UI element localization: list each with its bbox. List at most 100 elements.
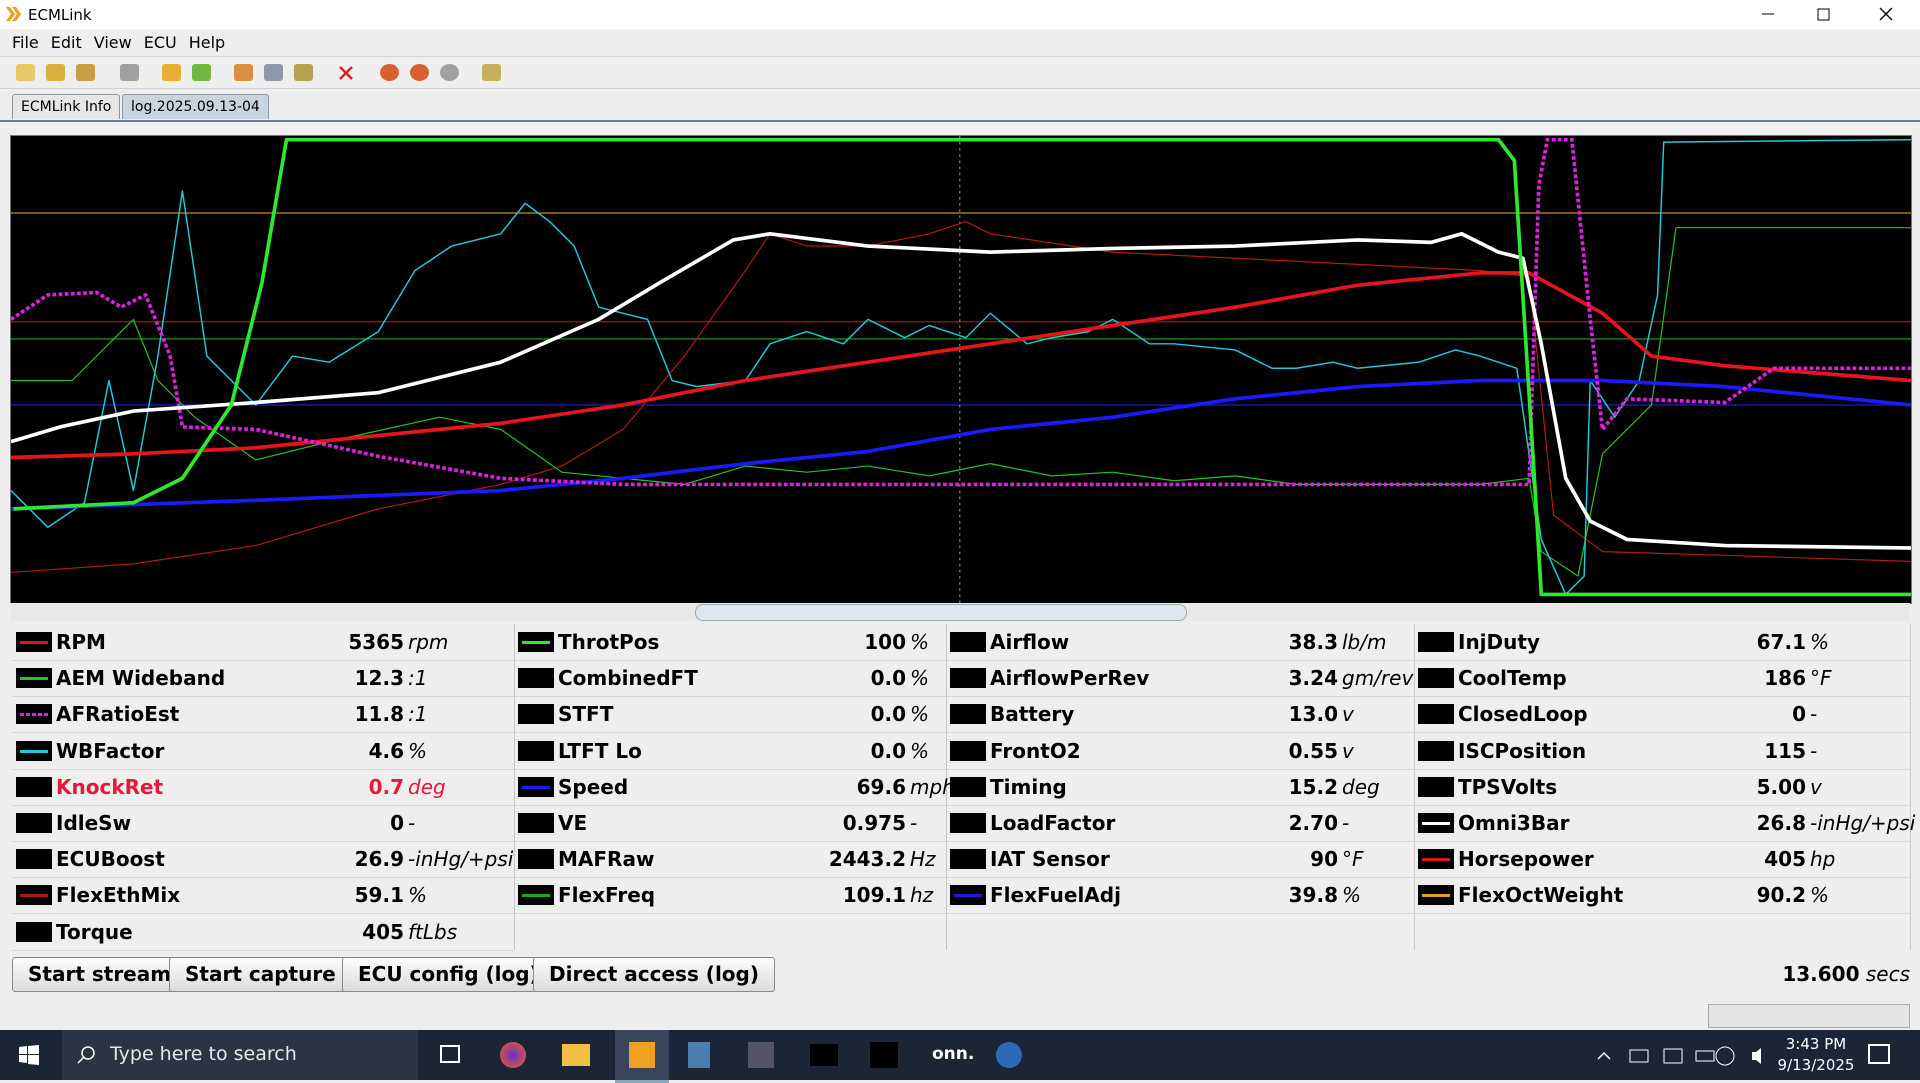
parameter-name: ClosedLoop	[1458, 702, 1588, 727]
trace-swatch	[518, 776, 554, 797]
explorer-icon[interactable]	[562, 1044, 590, 1066]
tab[interactable]: log.2025.09.13-04	[122, 94, 269, 119]
parameter-row: CoolTemp 186 °F	[1414, 660, 1910, 698]
parameter-unit: lb/m	[1342, 630, 1387, 654]
menu-bar: File Edit View ECU Help	[0, 29, 1920, 56]
table-button[interactable]	[264, 64, 283, 81]
parameter-unit: %	[1342, 883, 1362, 908]
parameter-name: FlexEthMix	[56, 883, 181, 908]
button[interactable]: Direct access (log)	[533, 957, 775, 992]
ecmlink-task[interactable]	[615, 1030, 669, 1083]
parameter-unit: -inHg/+psi	[1810, 811, 1916, 835]
zoom-out-button[interactable]	[440, 64, 459, 81]
predator-sense-icon[interactable]	[810, 1044, 838, 1066]
trace-swatch	[950, 740, 986, 761]
trace-swatch	[1418, 776, 1454, 797]
trace-swatch	[518, 740, 554, 761]
trace-swatch	[16, 668, 52, 689]
trace-swatch	[950, 849, 986, 870]
menu-item[interactable]: View	[93, 33, 132, 52]
open-button[interactable]	[16, 64, 35, 81]
progress-scrollbar[interactable]	[1708, 1004, 1910, 1028]
search-box[interactable]: Type here to search	[62, 1030, 418, 1080]
refresh-button[interactable]	[192, 64, 211, 81]
parameter-value: 38.3	[1288, 630, 1338, 654]
scroll-thumb[interactable]	[695, 604, 1187, 621]
parameter-unit: °F	[1342, 847, 1364, 872]
parameter-name: ECUBoost	[56, 847, 165, 872]
parameter-unit: deg	[408, 774, 446, 799]
save-all-button[interactable]	[76, 64, 95, 81]
parameter-value: 39.8	[1288, 883, 1338, 908]
menu-item[interactable]: ECU	[143, 33, 177, 52]
button[interactable]: ECU config (log)	[342, 957, 555, 992]
parameter-name: RPM	[56, 630, 106, 654]
edit-button[interactable]	[234, 64, 253, 81]
parameter-name: Timing	[990, 774, 1067, 799]
parameter-row: IdleSw 0-	[12, 805, 514, 842]
window-controls[interactable]	[1750, 0, 1920, 29]
trace-swatch	[950, 632, 986, 652]
parameter-unit: %	[910, 702, 930, 727]
export-button[interactable]	[162, 64, 181, 81]
taskbar: Type here to search onn. 3:43 PM 9/13/20…	[0, 1030, 1920, 1083]
delete-button[interactable]	[338, 65, 354, 81]
button[interactable]: Start stream	[12, 957, 188, 992]
layout-button[interactable]	[482, 64, 501, 81]
parameter-value: 2443.2	[828, 847, 906, 872]
trace-color	[20, 894, 48, 898]
parameter-value: 90.2	[1756, 883, 1806, 908]
predator-app-icon[interactable]	[870, 1042, 898, 1068]
parameter-name: CoolTemp	[1458, 666, 1567, 691]
zoom-in-button[interactable]	[410, 64, 429, 81]
menu-item[interactable]: Edit	[50, 33, 82, 52]
parameter-unit: %	[910, 666, 930, 691]
plot-scrollbar[interactable]	[10, 603, 1910, 621]
predator-icon[interactable]	[748, 1042, 774, 1068]
parameter-unit: -	[1810, 738, 1818, 763]
save-button[interactable]	[46, 64, 65, 81]
trace-swatch	[16, 740, 52, 761]
task-view[interactable]	[440, 1045, 460, 1063]
parameter-value: 0.0	[870, 702, 906, 727]
parameter-value: 90	[1310, 847, 1338, 872]
start-button[interactable]	[19, 1045, 39, 1065]
clock[interactable]: 3:43 PM 9/13/2025	[1776, 1034, 1856, 1076]
search-icon	[77, 1046, 95, 1064]
parameter-unit: %	[1810, 630, 1830, 654]
parameter-value: 12.3	[354, 666, 404, 691]
parameter-name: VE	[558, 811, 588, 835]
firefox-icon[interactable]	[500, 1042, 526, 1068]
elapsed-value: 13.600	[1782, 962, 1860, 986]
notifications[interactable]	[1868, 1044, 1890, 1064]
calculator-icon[interactable]	[688, 1042, 710, 1068]
menu-item[interactable]: Help	[188, 33, 226, 52]
parameter-value: 115	[1764, 738, 1806, 763]
onn-app[interactable]: onn.	[932, 1044, 975, 1064]
menu-item[interactable]: File	[12, 33, 39, 52]
parameter-name: AirflowPerRev	[990, 666, 1150, 691]
parameter-value: 0	[390, 811, 404, 835]
trace-swatch	[16, 704, 52, 725]
zoom-button[interactable]	[380, 64, 399, 81]
system-tray[interactable]	[1590, 1044, 1790, 1066]
wand-button[interactable]	[294, 64, 313, 81]
parameter-unit: :1	[408, 702, 428, 727]
parameter-unit: mph	[910, 774, 955, 799]
app-icon	[6, 7, 21, 21]
parameter-value: 186	[1764, 666, 1806, 691]
parameter-unit: v	[1810, 774, 1822, 799]
parameter-name: FrontO2	[990, 738, 1081, 763]
parameter-name: AEM Wideband	[56, 666, 226, 691]
button[interactable]: Start capture	[169, 957, 352, 992]
parameter-name: Airflow	[990, 630, 1070, 654]
trace-swatch	[1418, 885, 1454, 906]
tab[interactable]: ECMLink Info	[12, 94, 121, 119]
tools-button[interactable]	[120, 64, 139, 81]
steam-icon[interactable]	[996, 1042, 1022, 1068]
trace-swatch	[16, 632, 52, 652]
parameter-value: 5.00	[1756, 774, 1806, 799]
parameter-row: ClosedLoop 0-	[1414, 696, 1910, 734]
parameter-row: WBFactor 4.6%	[12, 733, 514, 770]
parameter-unit: -inHg/+psi	[408, 847, 514, 872]
